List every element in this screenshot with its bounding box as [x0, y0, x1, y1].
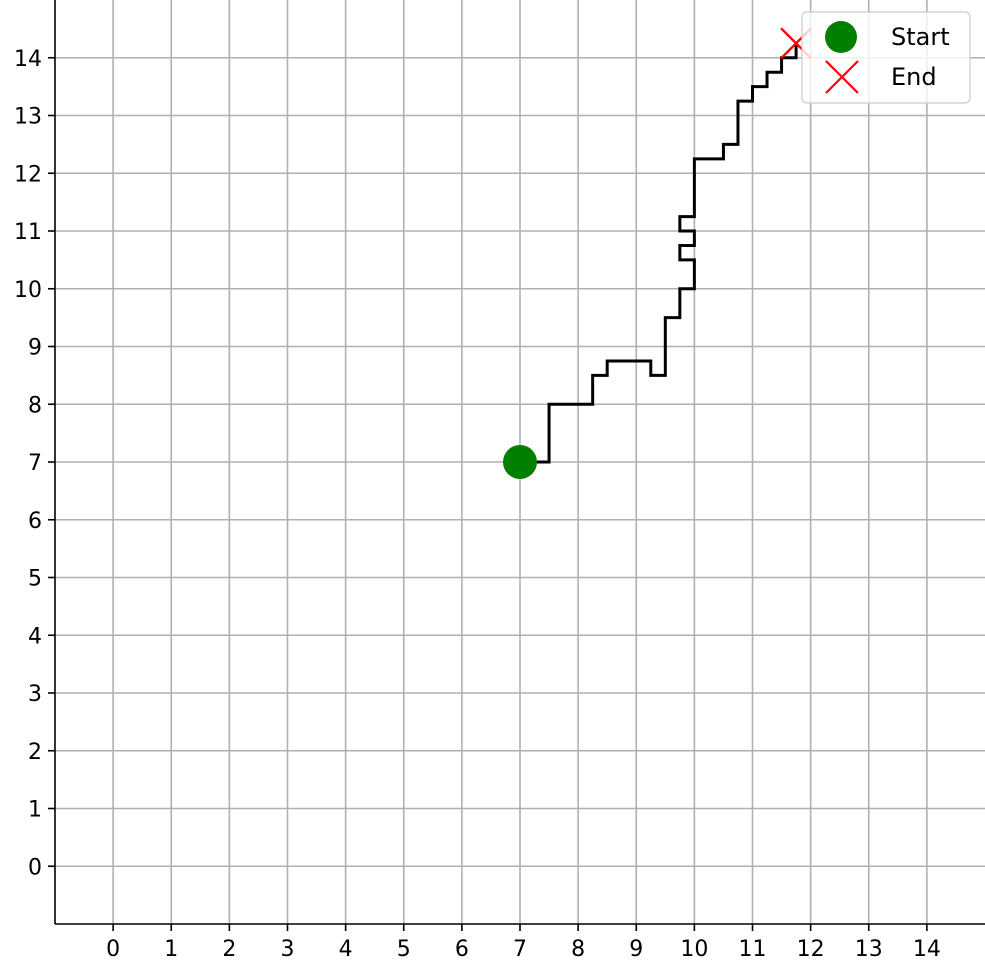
y-tick-label-13: 13 [14, 105, 42, 130]
x-tick-label-1: 1 [164, 937, 178, 962]
start-marker [503, 445, 537, 479]
y-tick-label-10: 10 [14, 278, 42, 303]
legend: Start End [801, 11, 971, 104]
x-tick-label-12: 12 [797, 937, 825, 962]
x-tick-label-2: 2 [222, 937, 236, 962]
y-tick-label-5: 5 [28, 567, 42, 592]
legend-start-marker [825, 21, 857, 53]
grid-lines [55, 0, 985, 924]
y-tick-label-0: 0 [28, 855, 42, 880]
y-tick-label-4: 4 [28, 624, 42, 649]
x-tick-label-0: 0 [106, 937, 120, 962]
x-tick-label-10: 10 [680, 937, 708, 962]
x-tick-label-3: 3 [281, 937, 295, 962]
plot-area [503, 27, 812, 479]
x-tick-label-11: 11 [739, 937, 767, 962]
legend-start-label: Start [891, 23, 950, 51]
legend-end-label: End [891, 63, 937, 91]
y-tick-label-14: 14 [14, 47, 42, 72]
y-tick-label-2: 2 [28, 740, 42, 765]
y-tick-label-8: 8 [28, 393, 42, 418]
x-tick-label-4: 4 [339, 937, 353, 962]
x-tick-label-8: 8 [571, 937, 585, 962]
y-tick-label-9: 9 [28, 336, 42, 361]
y-tick-label-11: 11 [14, 220, 42, 245]
x-tick-label-7: 7 [513, 937, 527, 962]
y-tick-label-7: 7 [28, 451, 42, 476]
axes [48, 0, 985, 931]
x-tick-label-14: 14 [913, 937, 941, 962]
x-tick-label-13: 13 [855, 937, 883, 962]
y-tick-label-12: 12 [14, 162, 42, 187]
legend-end-marker [825, 60, 859, 94]
x-tick-label-5: 5 [397, 937, 411, 962]
x-tick-label-9: 9 [629, 937, 643, 962]
x-tick-label-6: 6 [455, 937, 469, 962]
path-line [520, 43, 798, 464]
y-tick-label-1: 1 [28, 798, 42, 823]
y-tick-label-6: 6 [28, 509, 42, 534]
y-tick-label-3: 3 [28, 682, 42, 707]
